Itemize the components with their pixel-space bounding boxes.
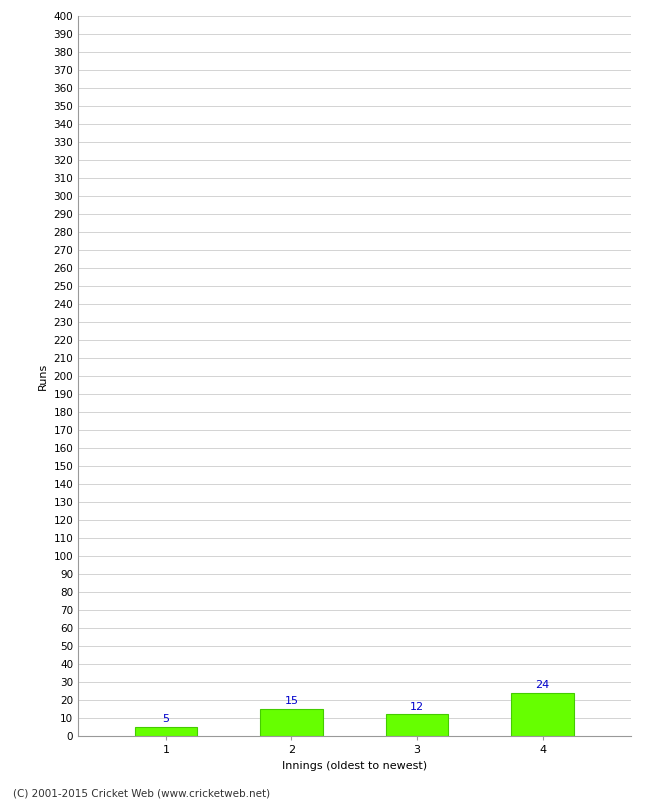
- Text: 24: 24: [536, 680, 550, 690]
- X-axis label: Innings (oldest to newest): Innings (oldest to newest): [281, 761, 427, 770]
- Bar: [135, 727, 198, 736]
- Bar: [260, 709, 323, 736]
- Text: 5: 5: [162, 714, 170, 724]
- Bar: [385, 714, 448, 736]
- Text: (C) 2001-2015 Cricket Web (www.cricketweb.net): (C) 2001-2015 Cricket Web (www.cricketwe…: [13, 788, 270, 798]
- Text: 15: 15: [285, 696, 298, 706]
- Text: 12: 12: [410, 702, 424, 712]
- Y-axis label: Runs: Runs: [38, 362, 48, 390]
- Bar: [511, 693, 574, 736]
